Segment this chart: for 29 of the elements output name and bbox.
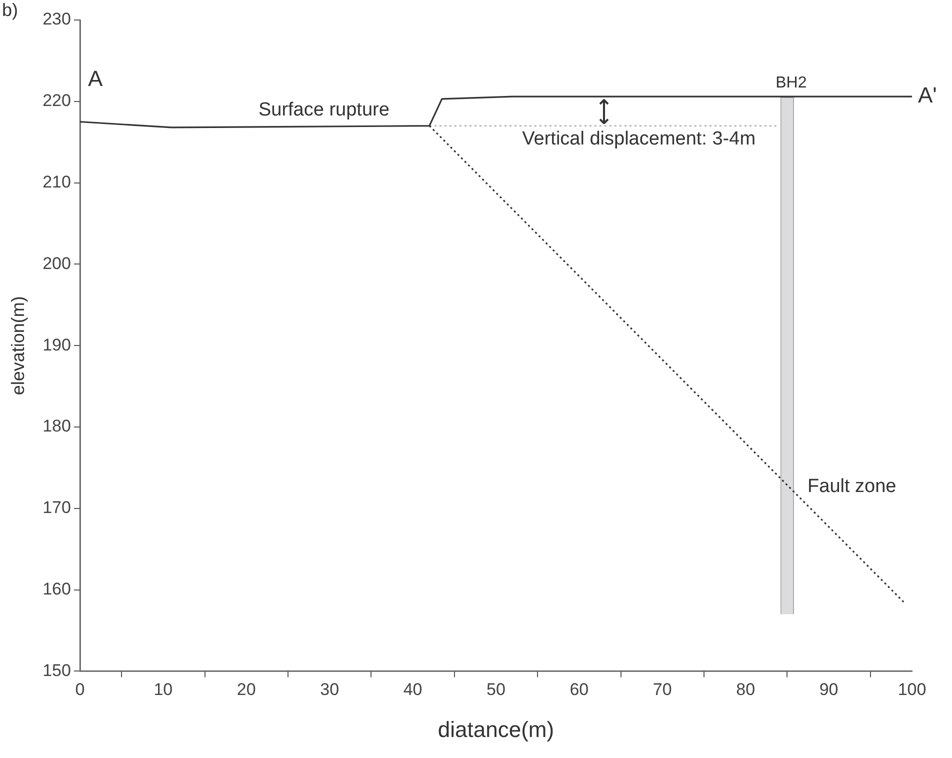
annotation: A [88, 66, 103, 92]
x-tick-label: 80 [736, 680, 756, 700]
x-tick-label: 30 [320, 680, 340, 700]
x-tick-label: 90 [819, 680, 838, 700]
x-tick-label: 100 [898, 680, 926, 700]
y-tick-label: 220 [42, 91, 71, 110]
y-tick-label: 170 [42, 498, 71, 518]
annotation: Fault zone [808, 476, 896, 497]
x-tick-label: 20 [236, 680, 256, 700]
x-tick-label: 10 [154, 680, 173, 700]
y-tick-label: 210 [42, 172, 71, 192]
annotation: A' [918, 82, 937, 108]
y-tick-label: 180 [42, 416, 71, 436]
x-tick-label: 0 [75, 680, 85, 700]
y-tick-label: 190 [42, 335, 71, 354]
x-tick-label: 40 [403, 680, 422, 700]
y-tick-label: 150 [42, 660, 71, 680]
x-tick-label: 70 [652, 680, 672, 700]
annotation: Surface rupture [258, 100, 390, 121]
y-tick-label: 230 [42, 10, 71, 29]
x-axis-title: diatance(m) [438, 716, 554, 742]
y-tick-label: 160 [42, 579, 71, 598]
y-tick-label: 200 [42, 254, 71, 273]
x-tick-label: 50 [486, 680, 506, 700]
x-tick-label: 60 [570, 680, 589, 700]
chart-title: b) [2, 0, 18, 20]
annotation: Vertical displacement: 3-4m [522, 128, 756, 150]
series-label: BH2 [776, 74, 807, 92]
y-axis-title: elevation(m) [8, 296, 28, 396]
